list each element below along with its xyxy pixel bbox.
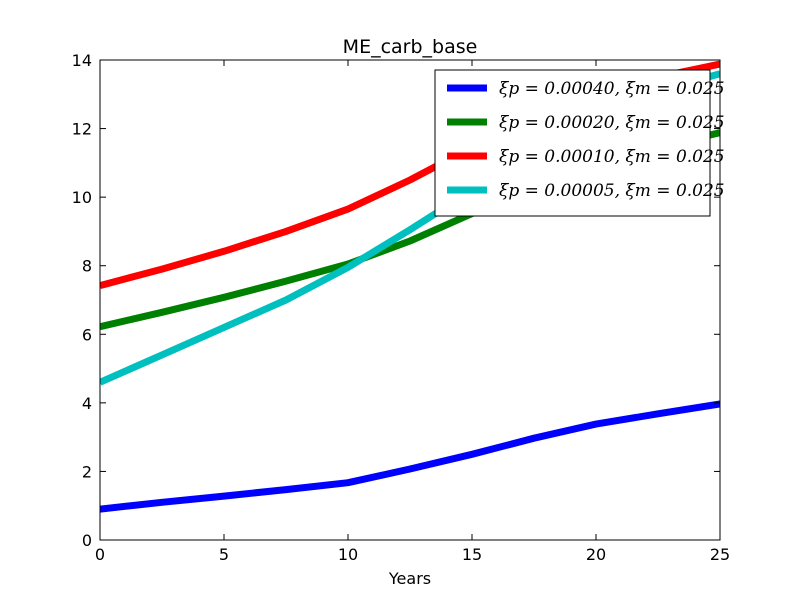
x-tick-label: 0 (95, 545, 105, 564)
y-tick-label: 10 (72, 188, 92, 207)
y-tick-label: 12 (72, 120, 92, 139)
y-tick-label: 8 (82, 257, 92, 276)
x-tick-label: 15 (462, 545, 482, 564)
plot-area: 0 5 10 15 20 25 0 2 4 6 8 10 12 14 ξp = 0.00040, ξm = … (72, 51, 731, 564)
legend-label: ξp = 0.00005, ξm = 0.025 (499, 181, 725, 201)
y-tick-label: 0 (82, 531, 92, 550)
y-tick-label: 14 (72, 51, 92, 70)
series-line-1 (100, 400, 720, 513)
axes-frame (99, 59, 721, 541)
legend-label: ξp = 0.00010, ξm = 0.025 (499, 147, 725, 167)
x-tick-label: 25 (710, 545, 730, 564)
y-tick-label: 2 (82, 462, 92, 481)
x-tick-label: 20 (586, 545, 606, 564)
y-tick-label: 4 (82, 394, 92, 413)
x-tick-label: 10 (338, 545, 358, 564)
legend-label: ξp = 0.00040, ξm = 0.025 (499, 79, 725, 99)
x-tick-label: 5 (219, 545, 229, 564)
chart-title: ME_carb_base (343, 36, 478, 58)
x-axis-label: Years (388, 569, 431, 588)
legend-label: ξp = 0.00020, ξm = 0.025 (499, 113, 725, 133)
y-tick-label: 6 (82, 325, 92, 344)
